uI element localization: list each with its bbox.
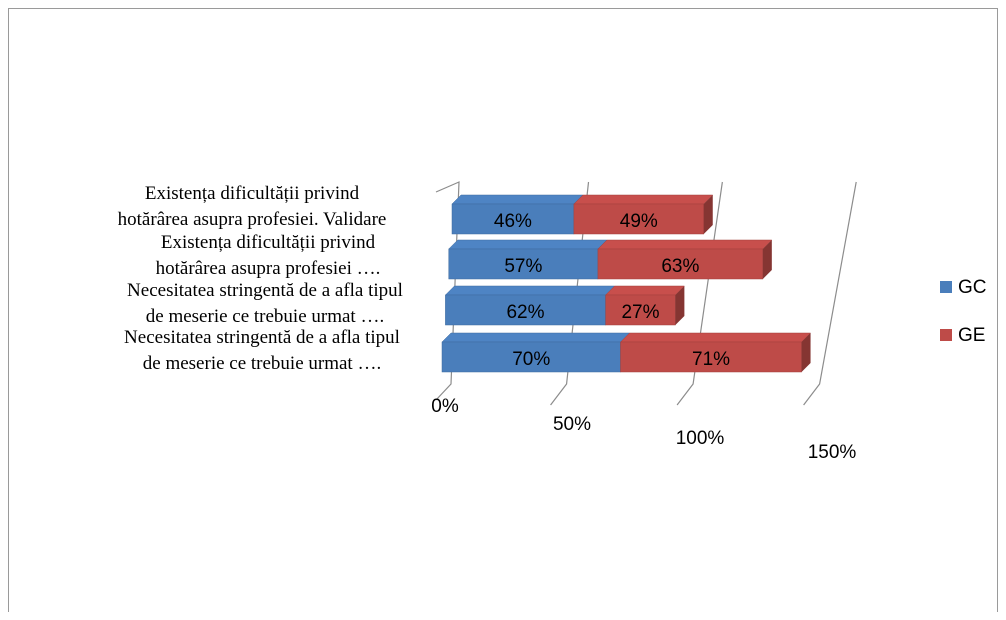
bar-end-face — [703, 195, 713, 234]
legend: GC GE — [940, 277, 987, 346]
category-label-line: Necesitatea stringentă de a afla tipul — [124, 327, 400, 348]
bar-end-face — [801, 333, 811, 372]
chart-frame — [8, 8, 998, 612]
bar-top-face — [619, 332, 812, 343]
legend-swatch-ge — [940, 329, 952, 341]
x-tick-label: 0% — [431, 396, 459, 417]
data-label: 46% — [494, 211, 532, 232]
bar-front-face — [573, 203, 705, 235]
x-tick-label: 150% — [808, 442, 857, 463]
category-label: Existența dificultății privind hotărârea … — [156, 232, 381, 279]
category-label-line: hotărârea asupra profesiei …. — [156, 258, 381, 279]
bar-ge-1 — [573, 194, 714, 235]
bar-top-face — [444, 285, 616, 296]
legend-label-gc: GC — [958, 277, 987, 298]
bar-ge-2 — [597, 239, 773, 280]
bar-gc-4 — [441, 332, 631, 373]
category-label: Necesitatea stringentă de a afla tipul de… — [124, 327, 400, 374]
category-label-line: de meserie ce trebuie urmat …. — [143, 353, 381, 374]
data-label: 27% — [621, 302, 659, 323]
category-label: Necesitatea stringentă de a afla tipul de… — [127, 280, 403, 327]
bar-front-face — [597, 248, 764, 280]
legend-swatch-gc — [940, 281, 952, 293]
category-label: Existența dificultății privind hotărârea … — [118, 183, 387, 230]
bar-top-face — [605, 285, 685, 296]
bar-top-face — [597, 239, 773, 250]
legend-label-ge: GE — [958, 325, 985, 346]
data-label: 49% — [620, 211, 658, 232]
bar-front-face — [620, 341, 802, 373]
x-tick-label: 50% — [553, 414, 591, 435]
data-label: 70% — [512, 349, 550, 370]
bar-front-face — [445, 294, 606, 326]
bar-front-face — [448, 248, 599, 280]
bar-end-face — [762, 240, 772, 279]
bar-ge-3 — [605, 285, 685, 326]
bar-top-face — [441, 332, 631, 343]
category-label-line: hotărârea asupra profesiei. Validare — [118, 209, 387, 230]
gridline-3 — [803, 181, 857, 406]
back-wall — [435, 181, 460, 401]
bar-end-face — [675, 286, 685, 325]
category-label-line: Necesitatea stringentă de a afla tipul — [127, 280, 403, 301]
category-label-line: Existența dificultății privind — [145, 183, 360, 204]
data-label: 62% — [506, 302, 544, 323]
bars: 46% 49% 57% 63% 62% 27% 70% 71% — [441, 194, 812, 373]
category-label-line: Existența dificultății privind — [161, 232, 376, 253]
data-label: 63% — [661, 256, 699, 277]
bar-top-face — [451, 194, 584, 205]
category-label-line: de meserie ce trebuie urmat …. — [146, 306, 384, 327]
bar-front-face — [441, 341, 621, 373]
bar-top-face — [573, 194, 714, 205]
data-label: 71% — [692, 349, 730, 370]
bar-top-face — [448, 239, 608, 250]
bar-ge-4 — [619, 332, 812, 373]
data-label: 57% — [504, 256, 542, 277]
bar-gc-3 — [444, 285, 616, 326]
x-tick-label: 100% — [676, 428, 725, 449]
